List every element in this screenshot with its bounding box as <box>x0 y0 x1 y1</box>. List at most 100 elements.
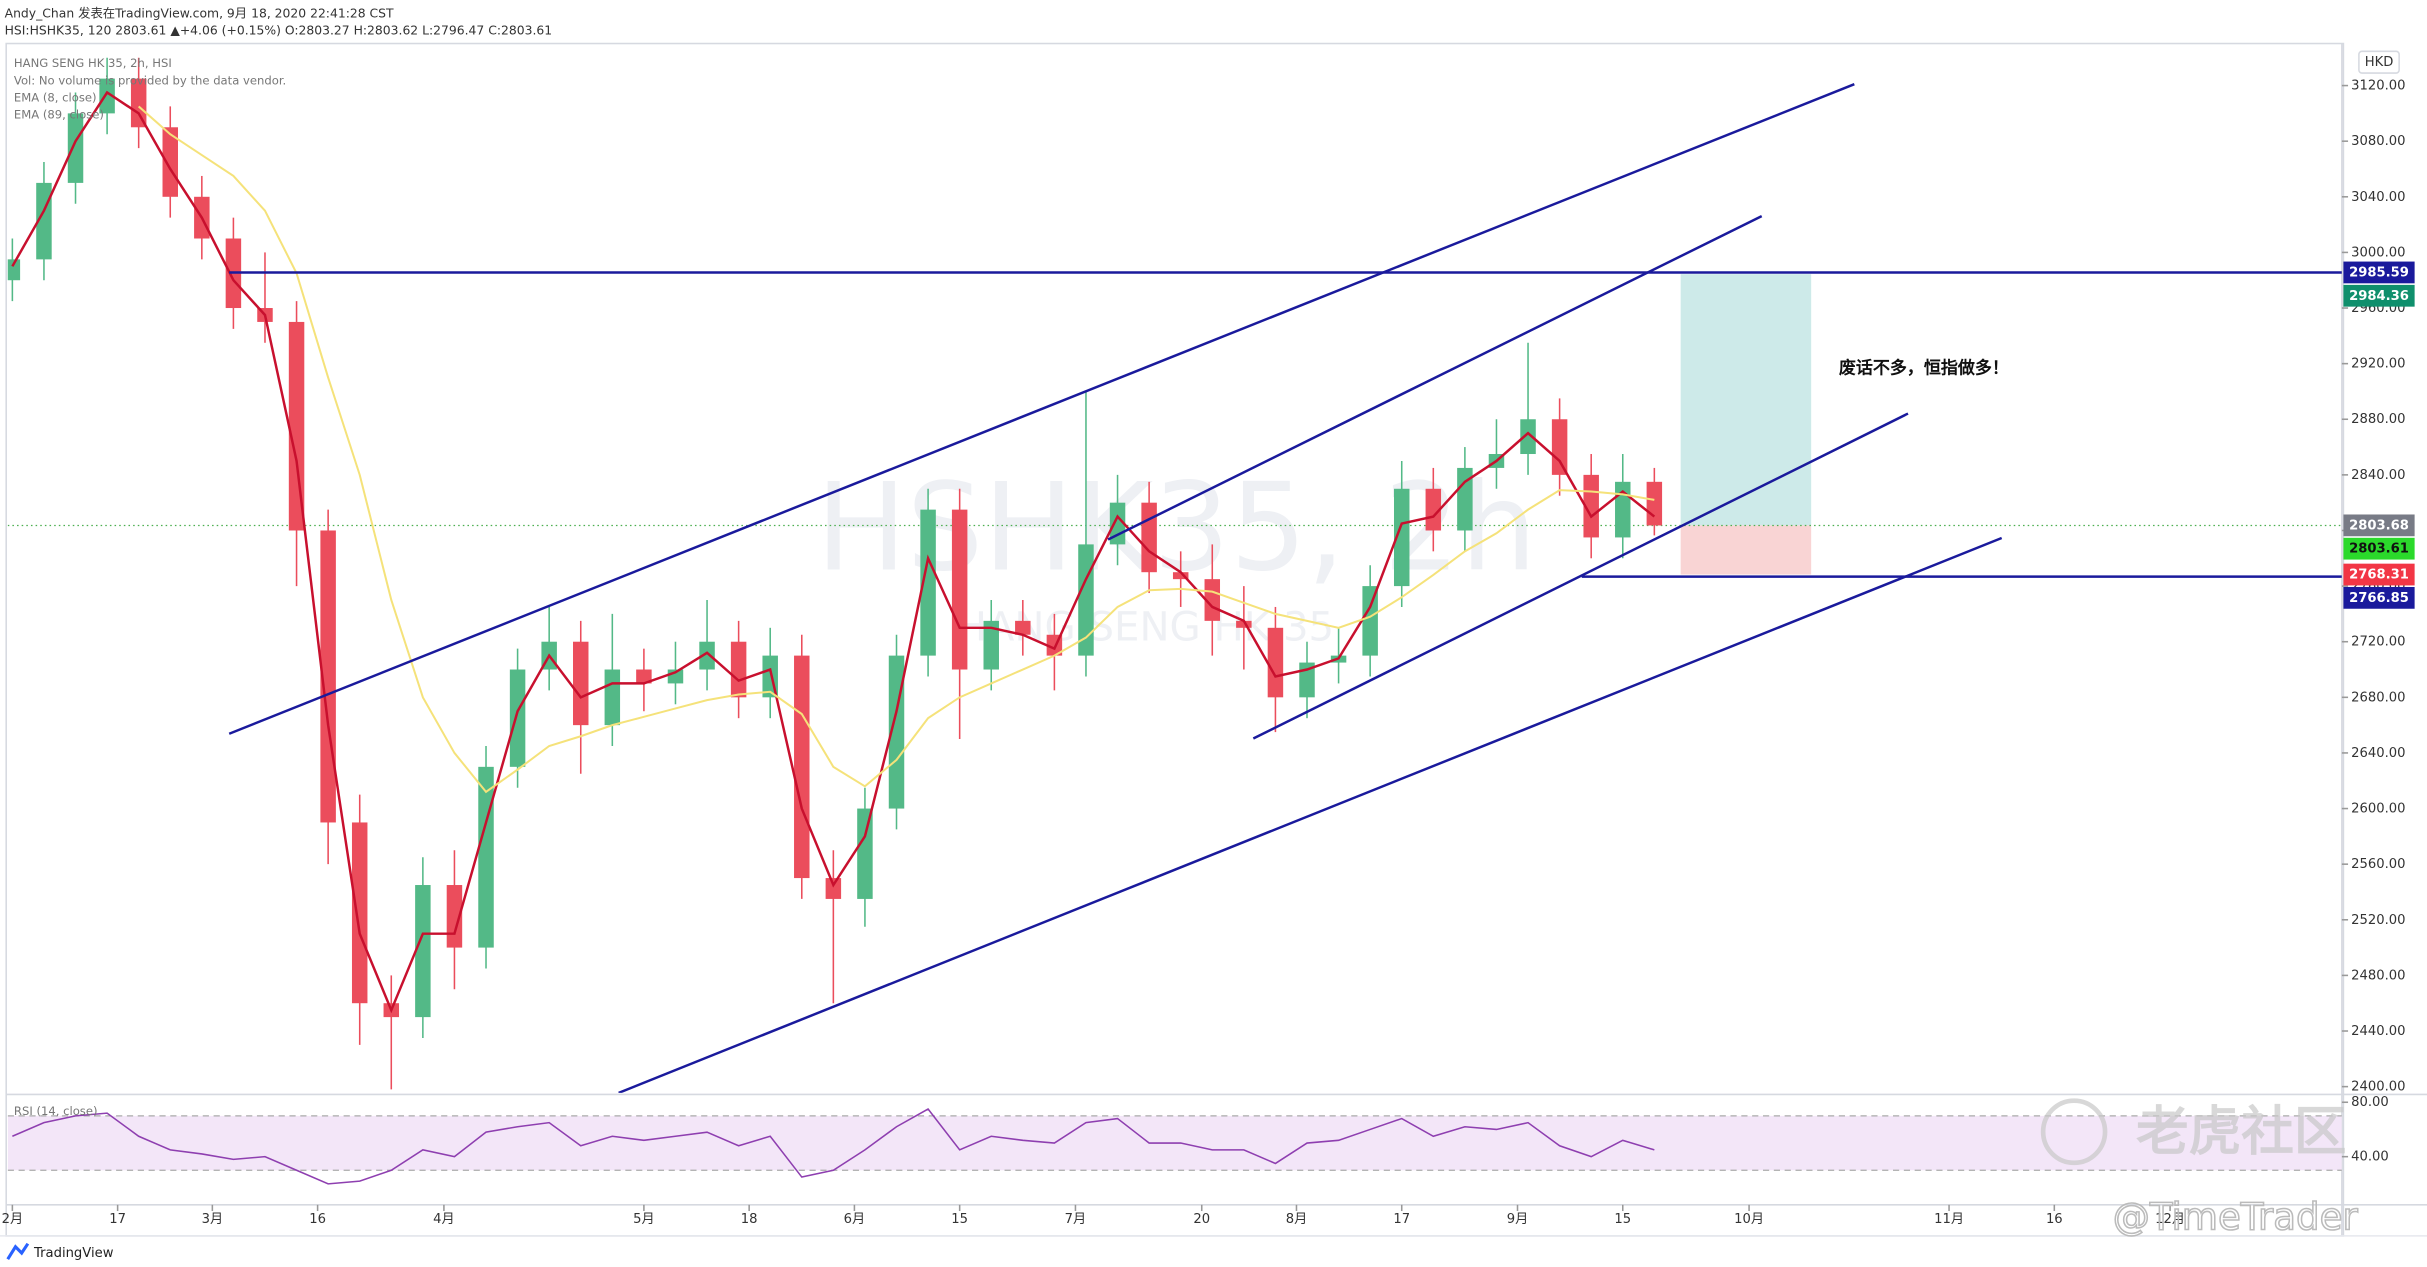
price-label-box <box>2343 514 2415 537</box>
symbol-line: HSI:HSHK35, 120 2803.61 ▲+4.06 (+0.15%) … <box>5 23 553 38</box>
author-line: Andy_Chan 发表在TradingView.com, 9月 18, 202… <box>5 5 394 20</box>
candle-body <box>1015 620 1031 635</box>
x-tick-label: 9月 <box>1507 1212 1529 1227</box>
candle-body <box>1425 488 1442 531</box>
trend-line <box>228 83 1855 735</box>
rsi-tick-label: 80.00 <box>2351 1095 2389 1110</box>
target-zone <box>1680 274 1812 526</box>
y-tick-label: 2520.00 <box>2351 913 2405 928</box>
x-tick-label: 20 <box>1193 1212 1210 1227</box>
candle-body <box>1520 419 1536 455</box>
price-label: 2985.59 <box>2349 265 2409 280</box>
y-tick-label: 2680.00 <box>2351 690 2405 705</box>
candle-body <box>699 641 715 670</box>
stop-zone <box>1680 525 1812 575</box>
x-tick-label: 17 <box>109 1212 126 1227</box>
site-logo <box>2040 1098 2108 1166</box>
trend-line <box>618 536 2003 1093</box>
y-tick-label: 2720.00 <box>2351 635 2405 650</box>
price-label: 2984.36 <box>2349 289 2409 304</box>
x-tick-label: 8月 <box>1286 1212 1308 1227</box>
legend-ema: EMA (89, close) <box>14 108 104 122</box>
x-tick-label: 18 <box>741 1212 758 1227</box>
y-tick-label: 3120.00 <box>2351 79 2405 94</box>
x-tick-label: 10月 <box>1734 1212 1764 1227</box>
legend-volume: Vol: No volume is provided by the data v… <box>14 73 286 87</box>
x-tick-label: 12月 <box>2155 1212 2185 1227</box>
x-tick-label: 15 <box>1614 1212 1631 1227</box>
candle-body <box>573 641 589 726</box>
x-tick-label: 3月 <box>202 1212 224 1227</box>
y-tick-label: 2440.00 <box>2351 1024 2405 1039</box>
price-label-box <box>2343 284 2415 307</box>
candle-body <box>162 127 178 197</box>
price-pane <box>7 57 2342 1093</box>
candle-body <box>1236 620 1252 628</box>
candle-body <box>67 113 84 183</box>
y-tick-label: 2480.00 <box>2351 968 2405 983</box>
y-tick-label: 2560.00 <box>2351 857 2405 872</box>
overlay: 2400.00 2440.00 2480.00 2520.00 2560.00 2600.… <box>2 79 2415 1227</box>
candle-body <box>1141 502 1157 573</box>
currency: HKD <box>2365 55 2394 70</box>
brand: TradingView <box>33 1246 114 1261</box>
y-tick-label: 3000.00 <box>2351 245 2405 260</box>
trend-line <box>1252 412 1909 740</box>
x-tick-label: 2月 <box>2 1212 24 1227</box>
y-tick-label: 3080.00 <box>2351 134 2405 149</box>
x-tick-label: 16 <box>309 1212 326 1227</box>
legend-ema: EMA (8, close) <box>14 90 97 104</box>
price-label: 2803.61 <box>2349 542 2409 557</box>
candle-body <box>1078 544 1094 656</box>
x-tick-label: 11月 <box>1934 1212 1964 1227</box>
candle-body <box>415 885 431 1018</box>
site-watermark: 老虎社区 <box>2136 1101 2346 1162</box>
candle-body <box>1267 627 1284 698</box>
price-label-box <box>2343 586 2415 609</box>
candle-body <box>825 878 842 899</box>
rsi-line <box>12 1108 1655 1185</box>
candle-body <box>604 669 621 726</box>
candle-body <box>730 641 747 698</box>
candle-body <box>1362 586 1378 656</box>
candle-body <box>1172 572 1189 580</box>
candle-body <box>130 78 147 128</box>
candle-body <box>794 655 810 879</box>
candle-body <box>99 78 115 114</box>
brand-logo <box>6 1242 30 1261</box>
candle-body <box>1393 488 1410 587</box>
candle-body <box>951 509 968 670</box>
candle-body <box>1204 579 1221 621</box>
rsi-tick-label: 40.00 <box>2351 1150 2389 1165</box>
y-tick-label: 2640.00 <box>2351 746 2405 761</box>
candle-body <box>1551 419 1568 475</box>
price-label: 2768.31 <box>2349 568 2409 583</box>
y-tick-label: 3040.00 <box>2351 190 2405 205</box>
x-tick-label: 5月 <box>633 1212 655 1227</box>
y-tick-label: 2400.00 <box>2351 1080 2405 1095</box>
rsi-pane <box>7 1108 2342 1185</box>
candle-body <box>288 321 305 531</box>
x-tick-label: 17 <box>1393 1212 1410 1227</box>
trend-line <box>1107 215 1763 541</box>
x-tick-label: 6月 <box>844 1212 866 1227</box>
y-tick-label: 2600.00 <box>2351 802 2405 817</box>
price-label-box <box>2343 537 2415 560</box>
candle-body <box>351 822 368 1004</box>
candle-body <box>920 509 936 656</box>
price-label-box <box>2343 261 2415 284</box>
price-label-box <box>2343 563 2415 586</box>
price-label: 2766.85 <box>2349 591 2409 606</box>
x-tick-label: 16 <box>2046 1212 2063 1227</box>
ema-line <box>138 105 1655 794</box>
x-tick-label: 4月 <box>433 1212 455 1227</box>
x-tick-label: 15 <box>951 1212 968 1227</box>
annotation: 废话不多，恒指做多！ <box>1839 357 2009 378</box>
candle-body <box>983 620 999 670</box>
candle-body <box>478 766 494 948</box>
candle-body <box>1457 467 1473 531</box>
rsi-legend: RSI (14, close) <box>14 1104 98 1118</box>
